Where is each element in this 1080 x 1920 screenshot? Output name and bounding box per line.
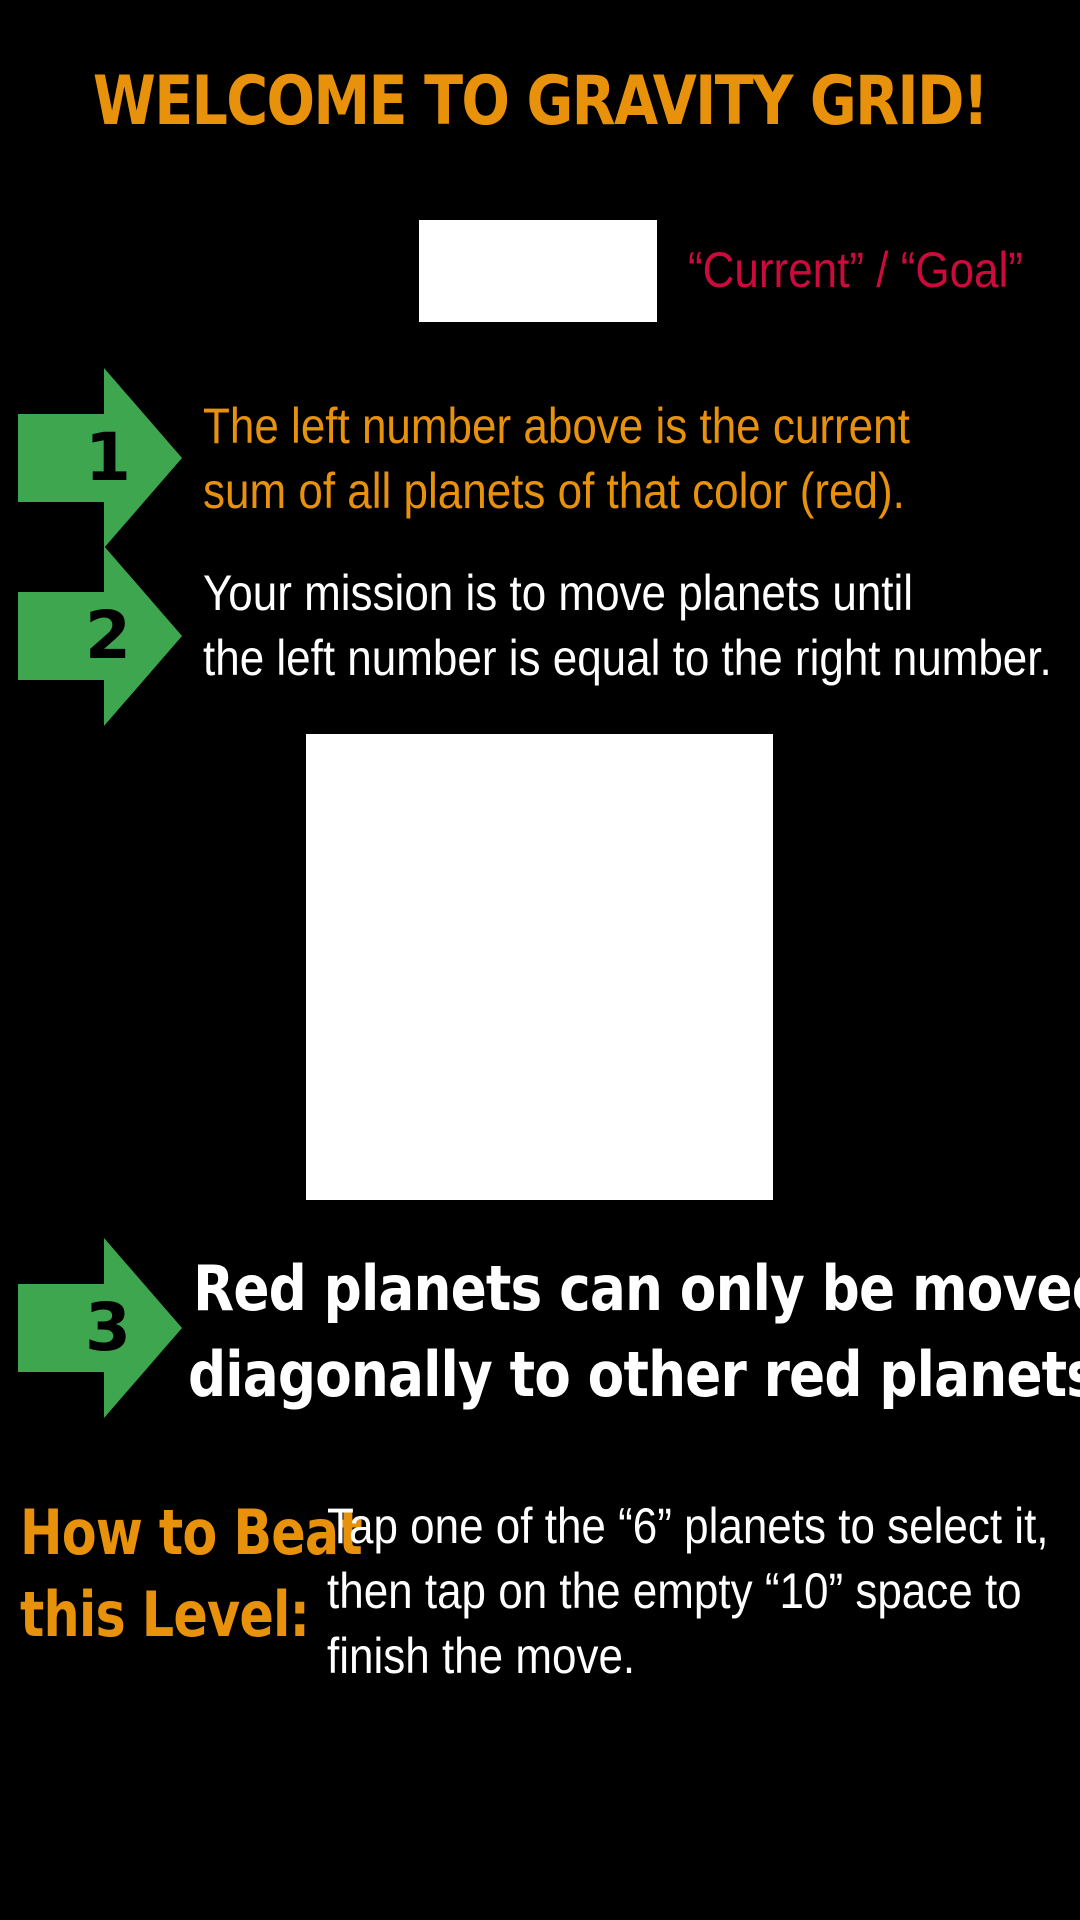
- how-to-heading-line-1: How to Beat: [20, 1496, 363, 1569]
- step-1-line-2: sum of all planets of that color (red).: [203, 463, 905, 519]
- how-to-heading-line-2: this Level:: [20, 1578, 310, 1651]
- step-2-number: 2: [85, 597, 131, 674]
- how-to-heading: How to Beat this Level:: [20, 1492, 363, 1656]
- step-3-line-2: diagonally to other red planets.: [188, 1338, 1080, 1411]
- step-1-number: 1: [85, 419, 131, 496]
- step-2-line-2: the left number is equal to the right nu…: [203, 630, 1052, 686]
- step-2-line-1: Your mission is to move planets until: [203, 565, 914, 621]
- game-board-image: [306, 734, 773, 1200]
- step-1-arrow-icon: 1: [18, 368, 182, 548]
- how-to-line-1: Tap one of the “6” planets to select it,: [327, 1498, 1049, 1554]
- step-3-text: Red planets can only be moved diagonally…: [188, 1246, 1080, 1418]
- counter-image: [419, 220, 657, 322]
- step-2-text: Your mission is to move planets until th…: [203, 561, 1052, 691]
- step-3-line-1: Red planets can only be moved: [193, 1252, 1080, 1325]
- step-1-line-1: The left number above is the current: [203, 398, 910, 454]
- counter-legend: “Current” / “Goal”: [688, 242, 1023, 298]
- how-to-instructions: Tap one of the “6” planets to select it,…: [327, 1494, 1049, 1689]
- step-1-text: The left number above is the current sum…: [203, 394, 910, 524]
- step-2-arrow-icon: 2: [18, 546, 182, 726]
- how-to-line-3: finish the move.: [327, 1628, 636, 1684]
- how-to-line-2: then tap on the empty “10” space to: [327, 1563, 1022, 1619]
- page-title: WELCOME TO GRAVITY GRID!: [92, 62, 989, 141]
- step-3-number: 3: [85, 1289, 131, 1366]
- step-3-arrow-icon: 3: [18, 1238, 182, 1418]
